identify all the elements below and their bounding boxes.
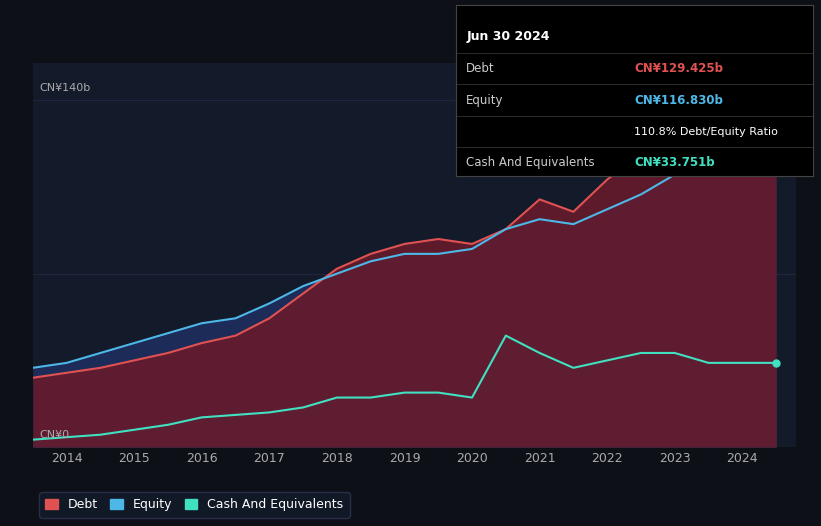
Text: Equity: Equity: [466, 95, 504, 107]
Text: CN¥0: CN¥0: [39, 430, 70, 440]
Text: Cash And Equivalents: Cash And Equivalents: [466, 156, 595, 169]
Text: 110.8% Debt/Equity Ratio: 110.8% Debt/Equity Ratio: [635, 127, 778, 137]
Text: CN¥129.425b: CN¥129.425b: [635, 62, 723, 75]
Legend: Debt, Equity, Cash And Equivalents: Debt, Equity, Cash And Equivalents: [39, 492, 350, 518]
Text: Jun 30 2024: Jun 30 2024: [466, 29, 550, 43]
Text: Debt: Debt: [466, 62, 495, 75]
Text: CN¥116.830b: CN¥116.830b: [635, 95, 723, 107]
Text: CN¥33.751b: CN¥33.751b: [635, 156, 715, 169]
Text: CN¥140b: CN¥140b: [39, 83, 91, 93]
